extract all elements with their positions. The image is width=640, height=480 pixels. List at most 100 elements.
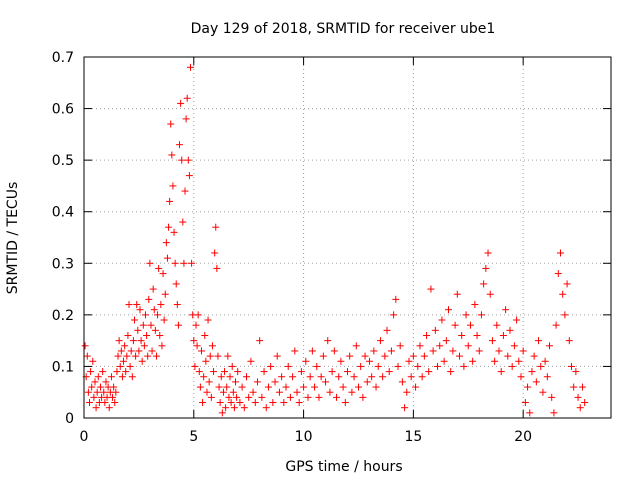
data-point [136, 306, 144, 314]
data-point [291, 347, 299, 355]
data-point [193, 342, 201, 350]
data-point [223, 383, 231, 391]
data-point [341, 399, 349, 407]
data-point [111, 399, 119, 407]
data-point [302, 357, 310, 365]
data-point [308, 347, 316, 355]
data-point [181, 187, 189, 195]
data-point [565, 337, 573, 345]
data-point [194, 311, 202, 319]
data-point [182, 115, 190, 123]
data-point [129, 337, 137, 345]
data-point [412, 383, 420, 391]
data-point [123, 352, 131, 360]
data-point [528, 368, 536, 376]
data-point [436, 342, 444, 350]
data-point [513, 316, 521, 324]
data-point [139, 321, 147, 329]
data-point [354, 383, 362, 391]
data-point [258, 393, 266, 401]
x-axis-label: GPS time / hours [285, 459, 402, 475]
data-point [169, 182, 177, 190]
data-point [418, 373, 426, 381]
data-point [442, 337, 450, 345]
y-tick-labels: 0 0.1 0.2 0.3 0.4 0.5 0.6 0.7 [52, 50, 74, 427]
data-point [94, 373, 102, 381]
data-point [133, 301, 141, 309]
data-point [236, 399, 244, 407]
data-point [102, 378, 110, 386]
data-point [171, 259, 179, 267]
data-point [167, 120, 175, 128]
data-point [224, 352, 232, 360]
data-point [218, 409, 226, 417]
data-point [228, 362, 236, 370]
data-point [396, 342, 404, 350]
data-point [260, 368, 268, 376]
data-point [188, 259, 196, 267]
data-point [398, 378, 406, 386]
data-point [81, 342, 89, 350]
data-point [376, 337, 384, 345]
data-point [165, 223, 173, 231]
data-point [151, 326, 159, 334]
data-point [387, 347, 395, 355]
data-point [383, 326, 391, 334]
data-point [425, 368, 433, 376]
data-point [200, 373, 208, 381]
data-point [253, 378, 261, 386]
data-point [154, 311, 162, 319]
data-point [240, 404, 248, 412]
data-point [379, 373, 387, 381]
data-point [556, 249, 564, 257]
data-point [170, 228, 178, 236]
x-tick-label: 5 [189, 429, 198, 445]
data-point [93, 388, 101, 396]
data-point [284, 362, 292, 370]
data-point [394, 362, 402, 370]
data-point [319, 352, 327, 360]
data-point [149, 285, 157, 293]
data-point [226, 373, 234, 381]
data-point [427, 285, 435, 293]
data-point [471, 301, 479, 309]
data-point [515, 357, 523, 365]
data-point [99, 368, 107, 376]
y-tick-label: 0 [65, 411, 74, 427]
data-point [282, 383, 290, 391]
data-point [166, 197, 174, 205]
data-point [100, 388, 108, 396]
data-point [197, 347, 205, 355]
data-point [365, 357, 373, 365]
data-point [273, 352, 281, 360]
data-point [245, 393, 253, 401]
x-tick-labels: 0 5 10 15 20 [80, 429, 533, 445]
data-point [403, 388, 411, 396]
data-point [213, 264, 221, 272]
data-point [210, 368, 218, 376]
data-point [486, 290, 494, 298]
data-point [567, 362, 575, 370]
data-point [434, 362, 442, 370]
data-point [84, 388, 92, 396]
data-point [158, 342, 166, 350]
data-point [506, 326, 514, 334]
data-point [359, 393, 367, 401]
data-points [81, 63, 589, 417]
data-point [88, 383, 96, 391]
data-point [152, 352, 160, 360]
data-point [127, 347, 135, 355]
data-point [115, 337, 123, 345]
data-point [122, 368, 130, 376]
data-point [174, 321, 182, 329]
data-point [578, 383, 586, 391]
data-point [530, 352, 538, 360]
data-point [269, 399, 277, 407]
data-point [537, 362, 545, 370]
data-point [125, 301, 133, 309]
x-tick-label: 15 [404, 429, 422, 445]
data-point [172, 280, 180, 288]
data-point [211, 249, 219, 257]
data-point [317, 373, 325, 381]
data-point [251, 399, 259, 407]
